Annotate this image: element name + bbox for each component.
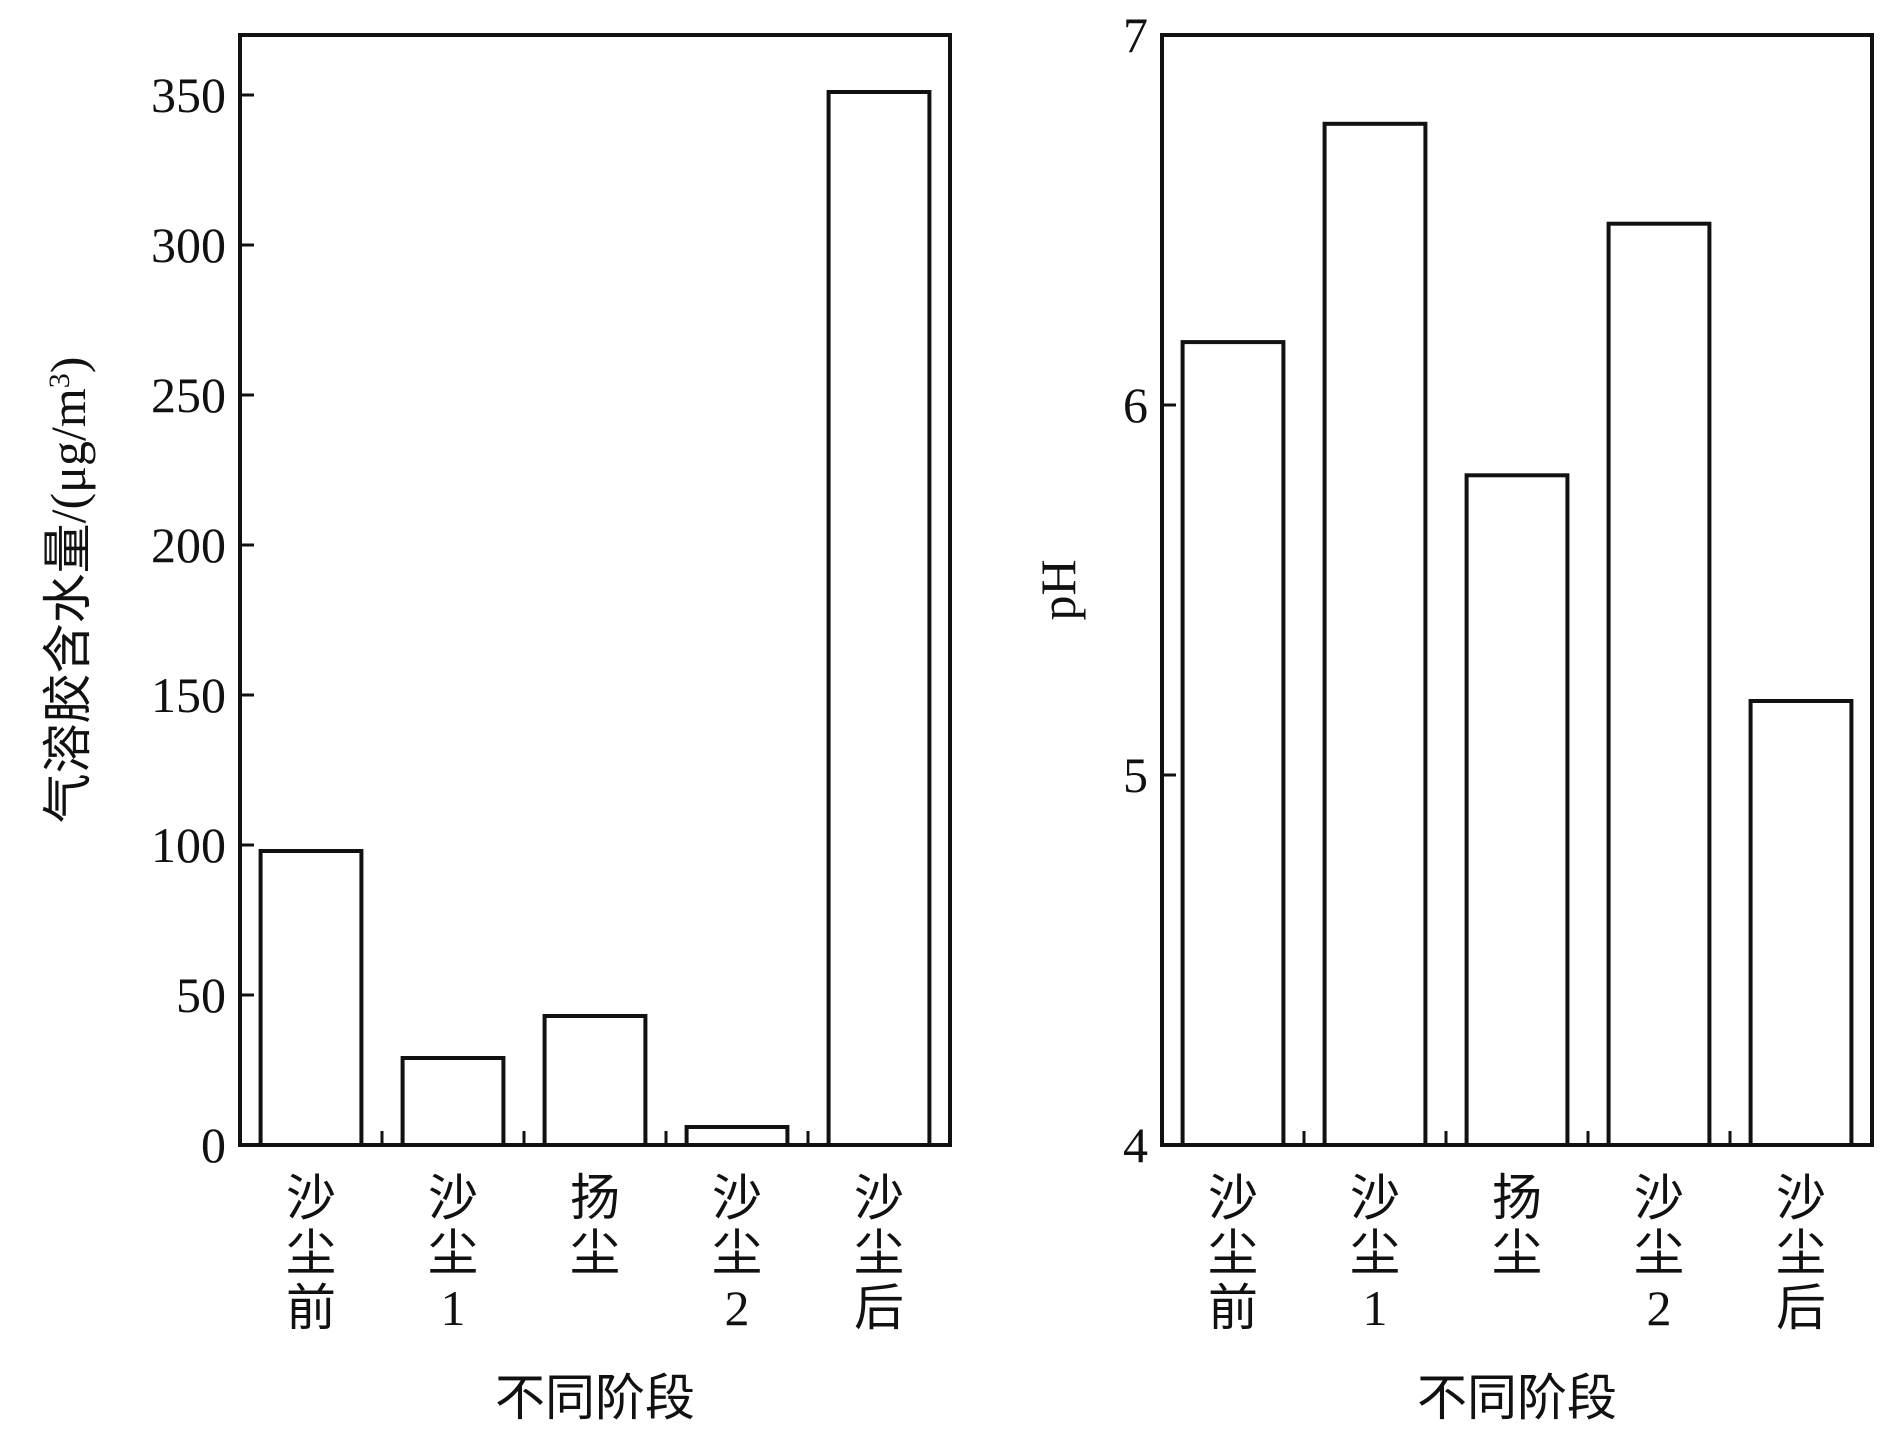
y-tick-label: 200 [151,517,226,573]
bar [258,849,364,1147]
x-category-label: 沙尘 2 [1634,1170,1684,1336]
y-tick-label: 300 [151,217,226,273]
chart-panel-aerosol-water: 0 50 100 150 200 250 300 350 沙尘前 沙尘 1 扬尘 沙尘 2 沙尘后 不同阶… [40,33,952,1426]
x-category-label: 沙尘 1 [1350,1170,1400,1336]
x-axis-ticks [1302,1131,1732,1145]
y-tick-label: 7 [1123,7,1148,63]
y-axis-ticks: 4 5 6 7 [1123,7,1176,1173]
bar-series [1180,121,1854,1148]
y-tick-label: 5 [1123,747,1148,803]
y-tick-label: 250 [151,367,226,423]
y-tick-label: 350 [151,67,226,123]
x-category-labels: 沙尘前 沙尘 1 扬尘 沙尘 2 沙尘后 [1208,1170,1826,1336]
x-category-label: 扬尘 [1492,1170,1542,1281]
x-category-labels: 沙尘前 沙尘 1 扬尘 沙尘 2 沙尘后 [286,1170,904,1336]
x-category-label: 沙尘前 [286,1170,336,1336]
y-axis-title-main: 气溶胶含水量/(μg/m [40,388,96,823]
x-category-label: 沙尘 1 [428,1170,478,1336]
y-axis-title-superscript: 3 [43,373,76,388]
bar [1180,340,1286,1148]
bar [1464,473,1570,1147]
y-axis-title: 气溶胶含水量/(μg/m3) [40,357,96,824]
y-tick-label: 50 [176,967,226,1023]
bar [684,1125,790,1147]
bar [1322,121,1428,1148]
x-category-label: 沙尘后 [1776,1170,1826,1336]
x-category-label: 沙尘后 [854,1170,904,1336]
x-category-label: 沙尘前 [1208,1170,1258,1336]
y-axis-ticks: 0 50 100 150 200 250 300 350 [151,67,254,1173]
chart-panel-ph: 4 5 6 7 沙尘前 沙尘 1 扬尘 沙尘 2 沙尘后 不同阶段 pH [1030,7,1874,1426]
y-tick-label: 4 [1123,1117,1148,1173]
x-axis-title: 不同阶段 [495,1370,695,1426]
y-tick-label: 0 [201,1117,226,1173]
y-axis-title: pH [1030,559,1086,620]
y-tick-label: 100 [151,817,226,873]
x-category-label: 扬尘 [570,1170,620,1281]
bar [1748,699,1854,1147]
bar [400,1056,506,1147]
bar [826,90,932,1147]
y-tick-label: 6 [1123,377,1148,433]
x-category-label: 沙尘 2 [712,1170,762,1336]
y-tick-label: 150 [151,667,226,723]
x-axis-ticks [380,1131,810,1145]
bar [542,1014,648,1147]
y-axis-title-close: ) [40,357,96,374]
bar [1606,221,1712,1147]
x-axis-title: 不同阶段 [1417,1370,1617,1426]
bar-series [258,90,932,1147]
